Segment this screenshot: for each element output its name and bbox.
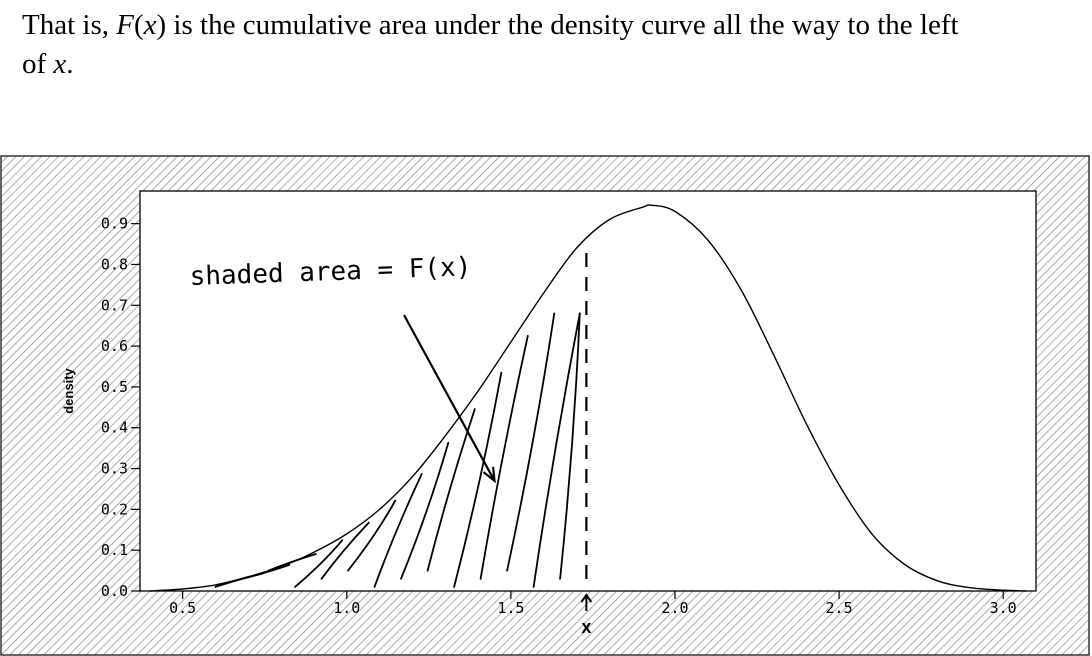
paragraph-suffix: . (66, 48, 74, 80)
shaded-area-hatching (214, 312, 581, 588)
hatch-stroke (479, 335, 529, 580)
hatch-stroke (347, 499, 397, 572)
x-marker-label: x (581, 617, 591, 637)
explanation-paragraph: That is, F(x) is the cumulative area und… (22, 6, 1090, 84)
hatch-stroke (506, 312, 556, 572)
y-tick-label: 0.0 (101, 582, 128, 600)
hatch-stroke (400, 441, 450, 580)
y-tick-label: 0.3 (101, 460, 128, 478)
paragraph-open-paren: ( (133, 9, 144, 41)
y-tick-label: 0.5 (101, 378, 128, 396)
y-tick-label: 0.8 (101, 255, 128, 273)
x-axis: 0.5 1.0 1.5 2.0 2.5 3.0 (169, 591, 1017, 617)
paragraph-x1: x (143, 9, 157, 41)
paragraph-line2-prefix: of (22, 48, 54, 80)
y-tick-label: 0.4 (101, 419, 128, 437)
annotation-arrow-line (403, 314, 496, 482)
y-tick-label: 0.2 (101, 500, 128, 518)
paragraph-prefix: That is, (22, 9, 117, 41)
hatch-stroke (294, 539, 344, 588)
x-marker-arrow-icon (580, 593, 593, 611)
y-axis-label: density (61, 367, 76, 413)
hatch-stroke (532, 312, 581, 588)
y-axis: 0.0 0.1 0.2 0.3 0.4 0.5 0.6 0.7 0.8 0.9 (101, 215, 140, 600)
plot-area (139, 190, 1037, 592)
x-tick-label: 3.0 (990, 599, 1017, 617)
density-chart: 0.0 0.1 0.2 0.3 0.4 0.5 0.6 0.7 0.8 0.9 0.5 1.0 1.5… (0, 155, 1090, 656)
y-tick-label: 0.6 (101, 337, 128, 355)
y-tick-label: 0.9 (101, 215, 128, 233)
x-tick-label: 2.0 (661, 599, 688, 617)
y-tick-label: 0.7 (101, 296, 128, 314)
paragraph-F: F (116, 9, 134, 41)
annotation-arrow-head-icon (482, 466, 496, 484)
hatch-stroke (426, 408, 476, 572)
y-tick-label: 0.1 (101, 541, 128, 559)
hatch-stroke (373, 473, 423, 588)
x-tick-label: 1.5 (497, 599, 524, 617)
x-tick-label: 2.5 (826, 599, 853, 617)
x-tick-label: 0.5 (169, 599, 196, 617)
hatch-stroke (320, 521, 370, 580)
x-tick-label: 1.0 (333, 599, 360, 617)
paragraph-middle: ) is the cumulative area under the densi… (156, 9, 959, 41)
hatch-stroke (453, 371, 503, 588)
paragraph-x2: x (53, 48, 67, 80)
hatch-stroke (559, 312, 581, 580)
density-curve (149, 204, 1027, 592)
